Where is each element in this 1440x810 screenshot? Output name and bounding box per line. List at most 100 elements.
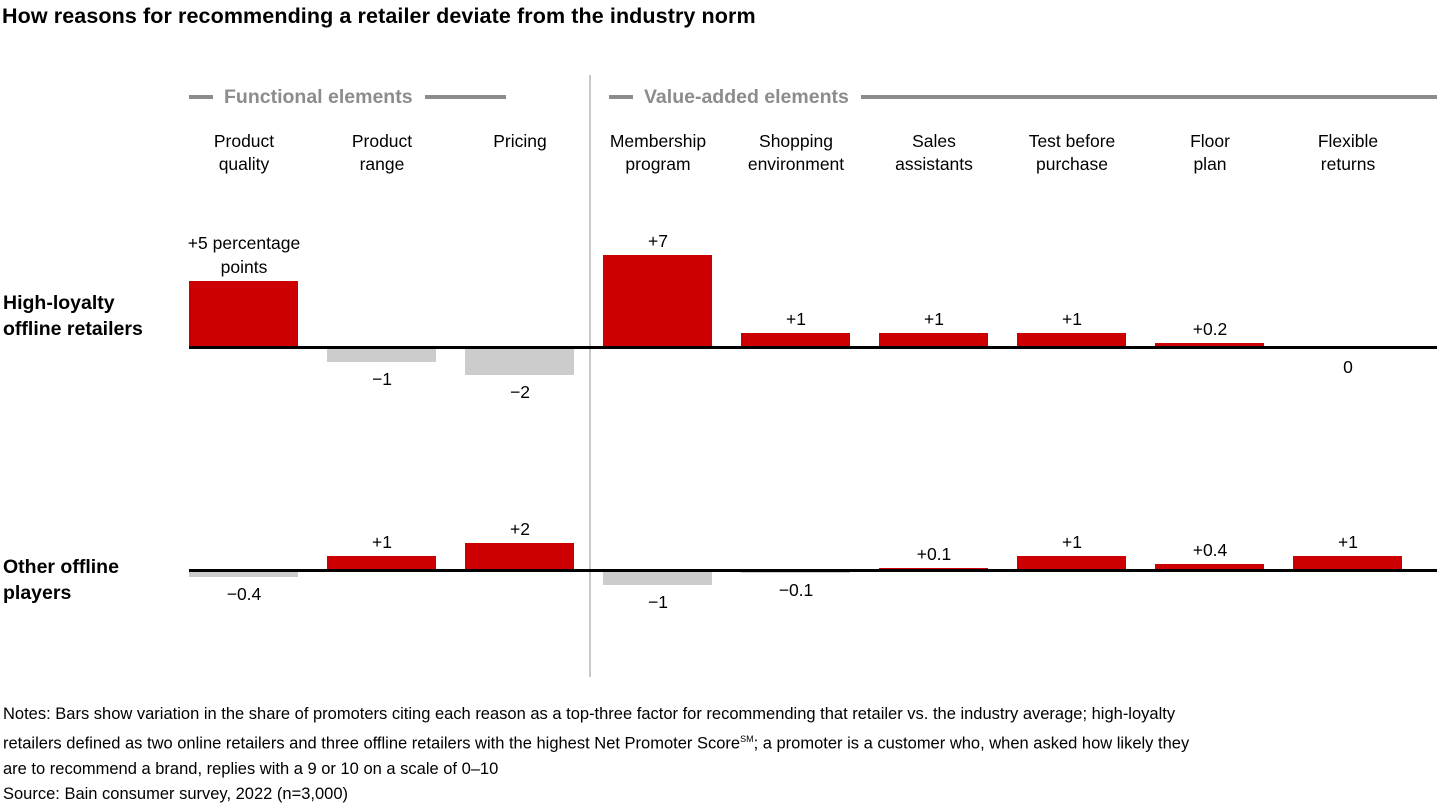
column-header-line: Membership xyxy=(609,131,707,151)
bar-value-label-line: +0.4 xyxy=(1192,540,1228,560)
column-header-product-quality: Product quality xyxy=(175,130,313,176)
bar-value-label-high-loyalty-offline-retailers-pricing: −2 xyxy=(445,380,595,404)
column-header-membership-program: Membership program xyxy=(589,130,727,176)
bar-value-label-line: points xyxy=(220,257,268,277)
row-label-line: Other offline xyxy=(3,556,119,578)
row-label-line: High-loyalty xyxy=(3,292,115,314)
bar-other-offline-players-sales-assistants xyxy=(879,568,988,569)
bar-other-offline-players-floor-plan xyxy=(1155,564,1264,569)
column-header-line: program xyxy=(625,154,691,174)
bar-value-label-line: +1 xyxy=(924,309,944,329)
column-header-line: returns xyxy=(1320,154,1376,174)
section-dash-icon xyxy=(189,95,213,99)
column-header-line: Product xyxy=(213,131,275,151)
bar-high-loyalty-offline-retailers-product-quality xyxy=(189,281,298,346)
bar-value-label-high-loyalty-offline-retailers-floor-plan: +0.2 xyxy=(1135,317,1285,341)
bar-other-offline-players-flexible-returns xyxy=(1293,556,1402,569)
bar-value-label-line: −0.1 xyxy=(778,580,814,600)
bar-value-label-high-loyalty-offline-retailers-shopping-environment: +1 xyxy=(721,307,871,331)
column-header-line: Test before xyxy=(1028,131,1116,151)
bar-high-loyalty-offline-retailers-shopping-environment xyxy=(741,333,850,346)
bar-value-label-other-offline-players-pricing: +2 xyxy=(445,517,595,541)
column-header-product-range: Product range xyxy=(313,130,451,176)
bar-value-label-high-loyalty-offline-retailers-product-quality: +5 percentage points xyxy=(169,231,319,279)
column-header-line: quality xyxy=(218,154,270,174)
column-header-line: purchase xyxy=(1036,154,1108,174)
bar-value-label-line: −1 xyxy=(372,369,392,389)
bar-value-label-line: +1 xyxy=(1338,532,1358,552)
row-label-line: offline retailers xyxy=(3,318,143,340)
column-header-line: range xyxy=(359,154,405,174)
bar-high-loyalty-offline-retailers-test-before-purchase xyxy=(1017,333,1126,346)
bar-value-label-line: −1 xyxy=(648,592,668,612)
bar-high-loyalty-offline-retailers-product-range xyxy=(327,349,436,362)
column-header-test-before-purchase: Test before purchase xyxy=(1003,130,1141,176)
bar-high-loyalty-offline-retailers-pricing xyxy=(465,349,574,375)
bar-value-label-line: +1 xyxy=(372,532,392,552)
bar-value-label-other-offline-players-shopping-environment: −0.1 xyxy=(721,578,871,602)
bar-value-label-other-offline-players-floor-plan: +0.4 xyxy=(1135,538,1285,562)
section-divider-line xyxy=(589,75,591,677)
bar-other-offline-players-product-range xyxy=(327,556,436,569)
column-header-line: plan xyxy=(1193,154,1227,174)
bar-other-offline-players-pricing xyxy=(465,543,574,569)
column-header-line: Product xyxy=(351,131,413,151)
bar-value-label-other-offline-players-product-quality: −0.4 xyxy=(169,582,319,606)
bar-value-label-high-loyalty-offline-retailers-membership-program: +7 xyxy=(583,229,733,253)
bar-value-label-high-loyalty-offline-retailers-sales-assistants: +1 xyxy=(859,307,1009,331)
bar-value-label-other-offline-players-sales-assistants: +0.1 xyxy=(859,542,1009,566)
bar-high-loyalty-offline-retailers-sales-assistants xyxy=(879,333,988,346)
bar-value-label-line: +0.2 xyxy=(1192,319,1228,339)
bar-high-loyalty-offline-retailers-membership-program xyxy=(603,255,712,346)
baseline-axis-row-1 xyxy=(189,346,1437,349)
bar-value-label-other-offline-players-membership-program: −1 xyxy=(583,590,733,614)
bar-other-offline-players-product-quality xyxy=(189,572,298,577)
column-header-line: Floor xyxy=(1190,131,1230,151)
column-header-line: assistants xyxy=(895,154,973,174)
bar-other-offline-players-test-before-purchase xyxy=(1017,556,1126,569)
section-rule-line xyxy=(860,95,1437,99)
bar-high-loyalty-offline-retailers-floor-plan xyxy=(1155,343,1264,346)
column-header-shopping-environment: Shopping environment xyxy=(727,130,865,176)
column-header-flexible-returns: Flexible returns xyxy=(1279,130,1417,176)
bar-value-label-high-loyalty-offline-retailers-test-before-purchase: +1 xyxy=(997,307,1147,331)
column-header-sales-assistants: Sales assistants xyxy=(865,130,1003,176)
source-line: Source: Bain consumer survey, 2022 (n=3,… xyxy=(3,784,349,803)
column-header-line: environment xyxy=(747,154,845,174)
notes-line: Notes: Bars show variation in the share … xyxy=(3,705,1176,723)
bar-value-label-line: −2 xyxy=(510,382,530,402)
bar-value-label-line: +1 xyxy=(786,309,806,329)
bar-other-offline-players-membership-program xyxy=(603,572,712,585)
bar-value-label-line: 0 xyxy=(1343,357,1353,377)
column-header-pricing: Pricing xyxy=(451,130,589,153)
bar-value-label-other-offline-players-product-range: +1 xyxy=(307,530,457,554)
bar-value-label-line: +5 percentage xyxy=(187,233,301,253)
section-header-value-added: Value-added elements xyxy=(609,86,1437,108)
section-header-label: Value-added elements xyxy=(644,85,849,108)
footer-notes: Notes: Bars show variation in the share … xyxy=(3,702,1189,807)
baseline-axis-row-2 xyxy=(189,569,1437,572)
notes-line: are to recommend a brand, replies with a… xyxy=(3,759,499,778)
bar-value-label-high-loyalty-offline-retailers-flexible-returns: 0 xyxy=(1273,355,1423,379)
row-label-line: players xyxy=(3,582,72,604)
row-label-other-offline-players: Other offline players xyxy=(3,554,119,606)
bar-value-label-other-offline-players-flexible-returns: +1 xyxy=(1273,530,1423,554)
section-dash-icon xyxy=(609,95,633,99)
notes-line: retailers defined as two online retailer… xyxy=(3,734,1190,753)
bar-value-label-line: +7 xyxy=(648,231,668,251)
section-rule-line xyxy=(424,95,506,99)
service-mark-superscript: SM xyxy=(740,734,754,744)
bar-value-label-other-offline-players-test-before-purchase: +1 xyxy=(997,530,1147,554)
bar-value-label-line: +0.1 xyxy=(916,544,952,564)
column-header-line: Pricing xyxy=(493,131,547,151)
bar-value-label-line: −0.4 xyxy=(226,584,262,604)
column-header-line: Flexible xyxy=(1317,131,1379,151)
bar-other-offline-players-shopping-environment xyxy=(741,572,850,573)
section-header-functional: Functional elements xyxy=(189,86,506,108)
column-header-line: Sales xyxy=(912,131,956,151)
column-header-floor-plan: Floor plan xyxy=(1141,130,1279,176)
bar-value-label-line: +2 xyxy=(510,519,530,539)
chart-title: How reasons for recommending a retailer … xyxy=(2,4,756,28)
column-header-line: Shopping xyxy=(759,131,833,151)
